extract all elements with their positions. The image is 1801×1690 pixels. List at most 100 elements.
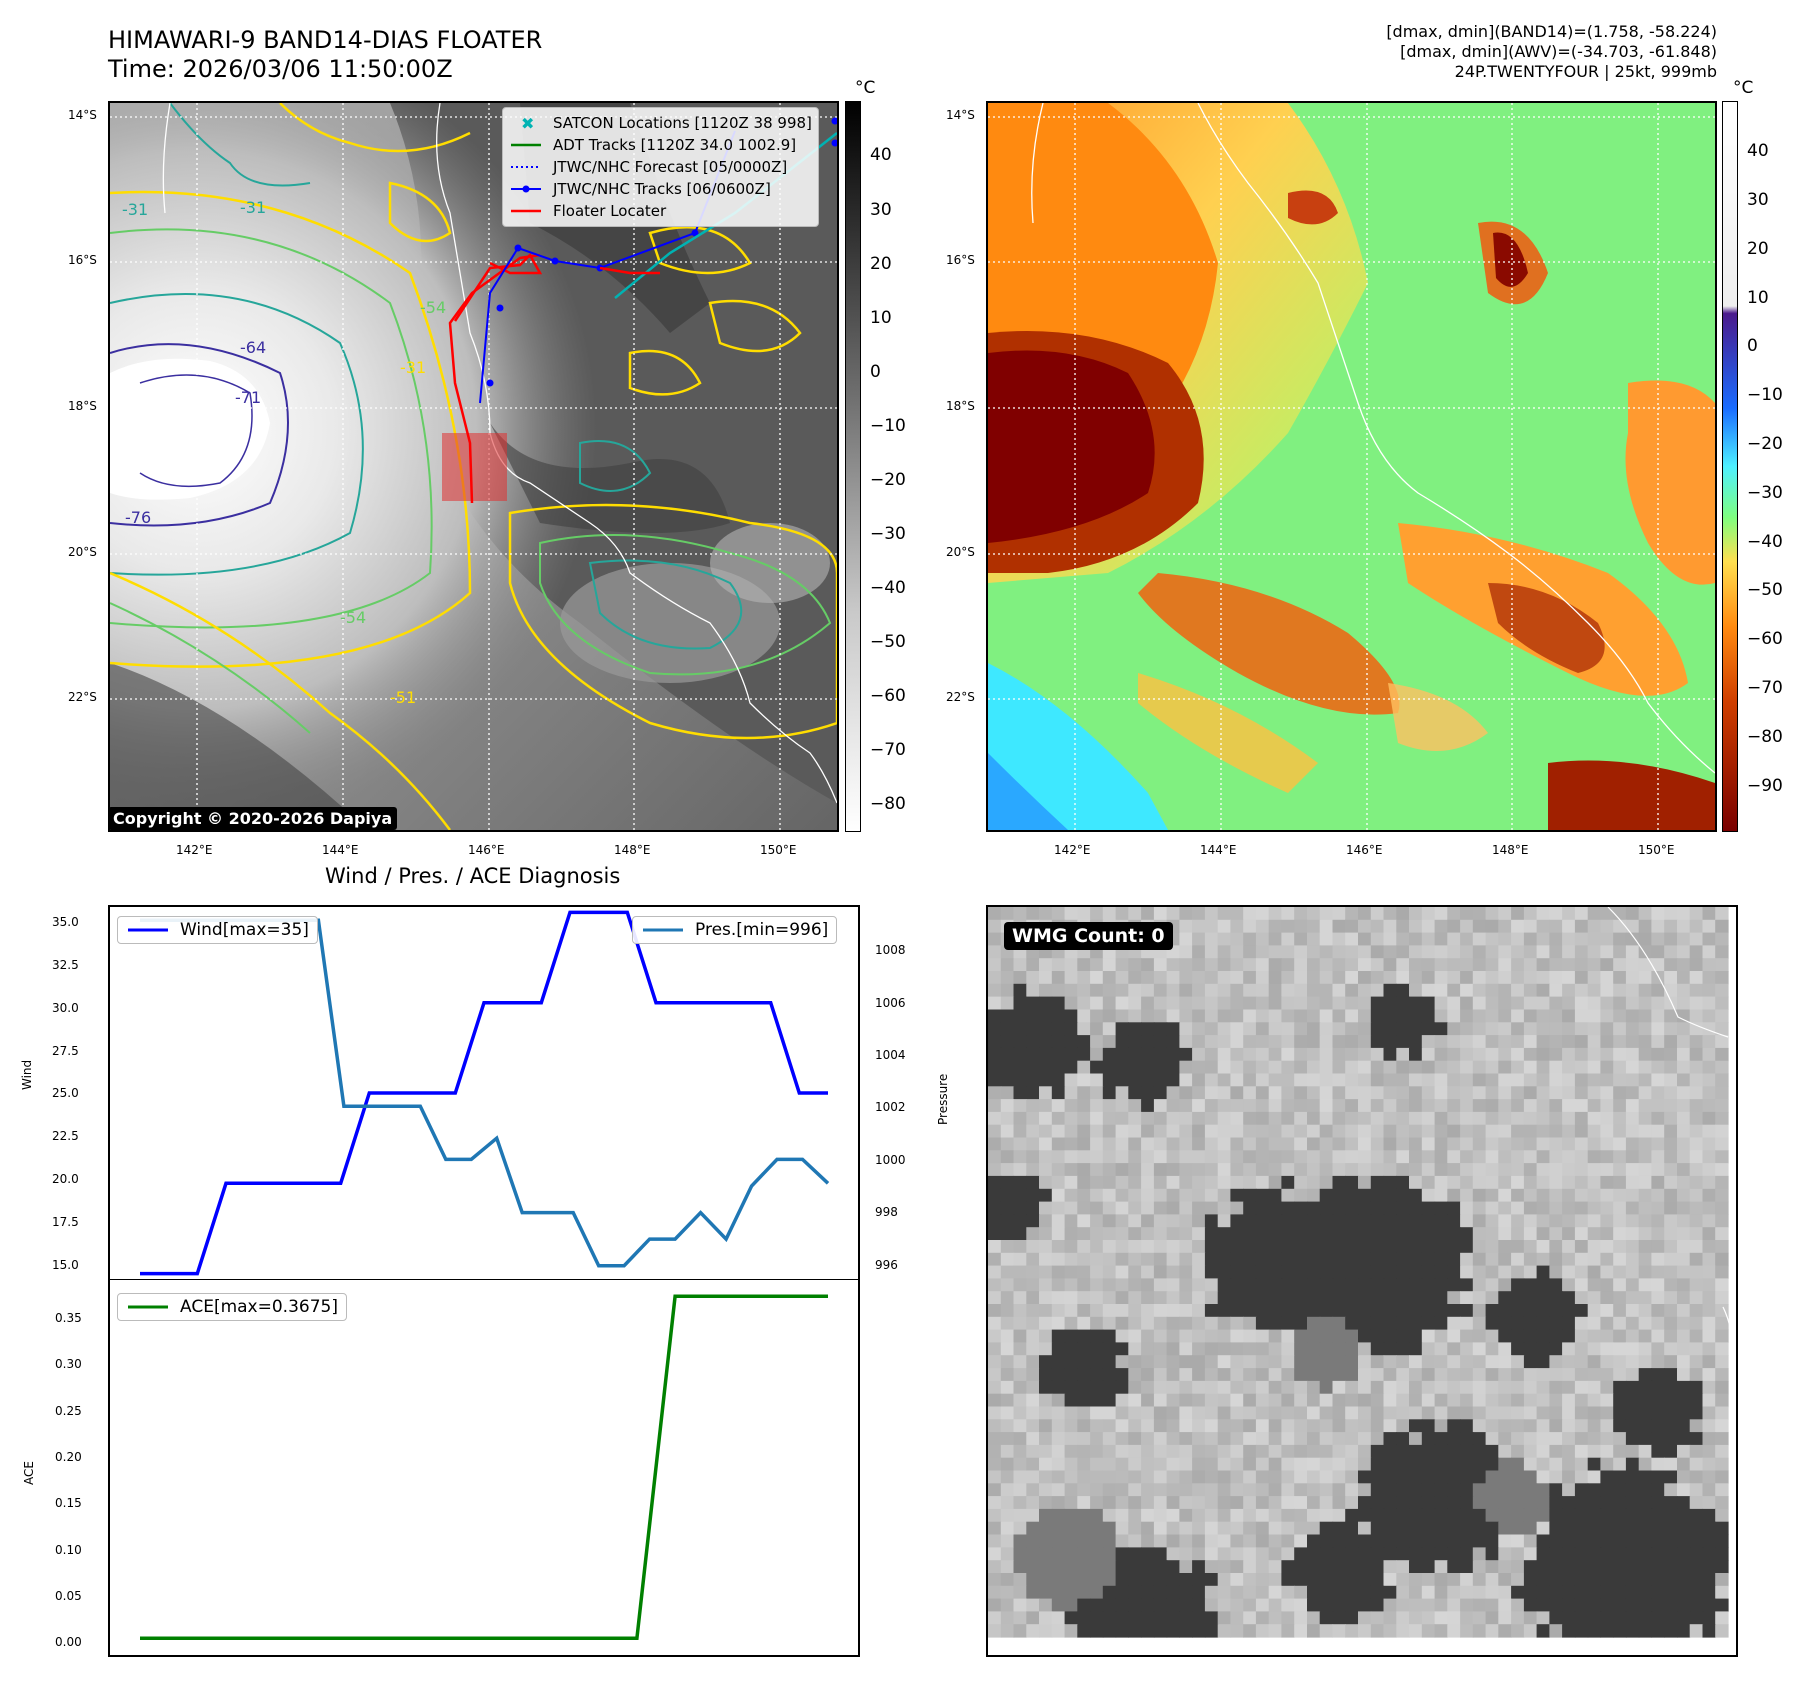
wmg-pixel — [1396, 1291, 1410, 1305]
wmg-pixel — [1039, 1534, 1053, 1548]
wmg-pixel — [1332, 1214, 1346, 1228]
wmg-pixel — [1574, 1240, 1589, 1254]
wmg-pixel — [1485, 1265, 1499, 1279]
wmg-pixel — [1498, 1175, 1512, 1190]
wmg-pixel — [1102, 1329, 1117, 1343]
wmg-pixel — [1179, 1573, 1193, 1587]
wmg-pixel — [988, 1150, 1002, 1164]
wmg-pixel — [1460, 1368, 1474, 1382]
wmg-pixel — [1689, 1573, 1704, 1587]
wmg-pixel — [1000, 1560, 1015, 1574]
wmg-pixel — [1587, 1291, 1602, 1305]
wmg-pixel — [1574, 1316, 1589, 1331]
wmg-pixel — [1460, 1009, 1474, 1023]
wmg-pixel — [1677, 1035, 1691, 1049]
wmg-pixel — [1511, 1316, 1525, 1331]
wmg-pixel — [1281, 1316, 1295, 1331]
wmg-pixel — [1651, 1252, 1665, 1267]
wmg-pixel — [1472, 1560, 1487, 1574]
wmg-pixel — [1677, 1432, 1691, 1446]
wmg-pixel — [1115, 1304, 1129, 1318]
wmg-pixel — [1319, 1521, 1334, 1536]
wmg-pixel — [1319, 907, 1334, 921]
wmg-pixel — [1166, 1470, 1180, 1484]
wmg-pixel — [1307, 1534, 1321, 1548]
line-icon — [643, 928, 683, 932]
colorbar-tick: 10 — [1747, 288, 1769, 308]
wmg-pixel — [1434, 1483, 1448, 1497]
wmg-pixel — [1179, 1611, 1193, 1625]
wmg-pixel — [1319, 1265, 1334, 1279]
wmg-pixel — [1625, 1457, 1640, 1472]
wmg-pixel — [1498, 1099, 1512, 1113]
wmg-pixel — [1600, 1099, 1614, 1113]
wmg-pixel — [1153, 1496, 1168, 1510]
wmg-pixel — [1039, 1329, 1053, 1343]
wmg-pixel — [1613, 1457, 1627, 1472]
contour-label: -76 — [125, 508, 151, 527]
wmg-pixel — [1523, 1227, 1538, 1241]
wmg-pixel — [1664, 1573, 1678, 1587]
wmg-pixel — [1115, 1240, 1129, 1254]
wmg-pixel — [1562, 1137, 1576, 1151]
wmg-pixel — [1013, 1470, 1027, 1484]
wmg-pixel — [1141, 1521, 1155, 1536]
lon-label: 148°E — [614, 843, 651, 857]
wmg-pixel — [1307, 1086, 1321, 1100]
wmg-pixel — [1396, 1342, 1410, 1356]
wmg-pixel — [1613, 945, 1627, 959]
wmg-pixel — [1396, 1175, 1410, 1190]
wmg-pixel — [1536, 1470, 1550, 1484]
wmg-pixel — [1600, 1214, 1614, 1228]
wmg-pixel — [1039, 1611, 1053, 1625]
wmg-pixel — [1166, 1598, 1180, 1612]
wmg-pixel — [1523, 1150, 1538, 1164]
wmg-pixel — [1625, 1099, 1640, 1113]
wmg-pixel — [1625, 919, 1640, 934]
wmg-pixel — [1230, 1393, 1244, 1408]
wmg-pixel — [1511, 1111, 1525, 1126]
wmg-pixel — [1587, 1368, 1602, 1382]
wmg-pixel — [1383, 1368, 1397, 1382]
wmg-pixel — [1715, 1393, 1729, 1408]
wmg-pixel — [1268, 1419, 1283, 1433]
wmg-pixel — [1294, 1444, 1308, 1459]
wmg-pixel — [988, 1470, 1002, 1484]
wmg-pixel — [1090, 1111, 1104, 1126]
ace-series-line — [140, 1294, 828, 1641]
wmg-pixel — [1102, 1585, 1117, 1600]
wmg-pixel — [1077, 1188, 1091, 1203]
wmg-pixel — [1255, 983, 1270, 998]
wmg-pixel — [1345, 1291, 1359, 1305]
wmg-pixel — [1319, 1304, 1334, 1318]
wmg-pixel — [1511, 1265, 1525, 1279]
wmg-pixel — [1294, 1035, 1308, 1049]
wmg-pixel — [1715, 983, 1729, 998]
wmg-pixel — [1638, 1175, 1653, 1190]
wmg-pixel — [1370, 945, 1385, 959]
wmg-pixel — [1498, 1047, 1512, 1062]
contour-label: -31 — [240, 198, 266, 217]
wmg-pixel — [1026, 1022, 1040, 1036]
wmg-pixel — [1625, 958, 1640, 972]
wmg-pixel — [1587, 1547, 1602, 1561]
wmg-pixel — [1013, 1611, 1027, 1625]
wmg-pixel — [1434, 1022, 1448, 1036]
wmg-pixel — [1268, 1009, 1283, 1023]
wmg-pixel — [1268, 1035, 1283, 1049]
wmg-pixel — [1332, 1060, 1346, 1075]
wmg-pixel — [1677, 1201, 1691, 1215]
wmg-pixel — [1664, 932, 1678, 946]
wmg-pixel — [1332, 1611, 1346, 1625]
wmg-pixel — [1574, 1304, 1589, 1318]
wmg-pixel — [1715, 907, 1729, 921]
wmg-pixel — [1664, 1316, 1678, 1331]
wmg-pixel — [1026, 1175, 1040, 1190]
wmg-pixel — [1689, 1188, 1704, 1203]
wmg-pixel — [1370, 1393, 1385, 1408]
wmg-pixel — [1600, 1585, 1614, 1600]
wmg-pixel — [1319, 1060, 1334, 1075]
wmg-pixel — [1243, 1073, 1257, 1087]
wmg-pixel — [1268, 1329, 1283, 1343]
wmg-pixel — [1064, 1214, 1078, 1228]
